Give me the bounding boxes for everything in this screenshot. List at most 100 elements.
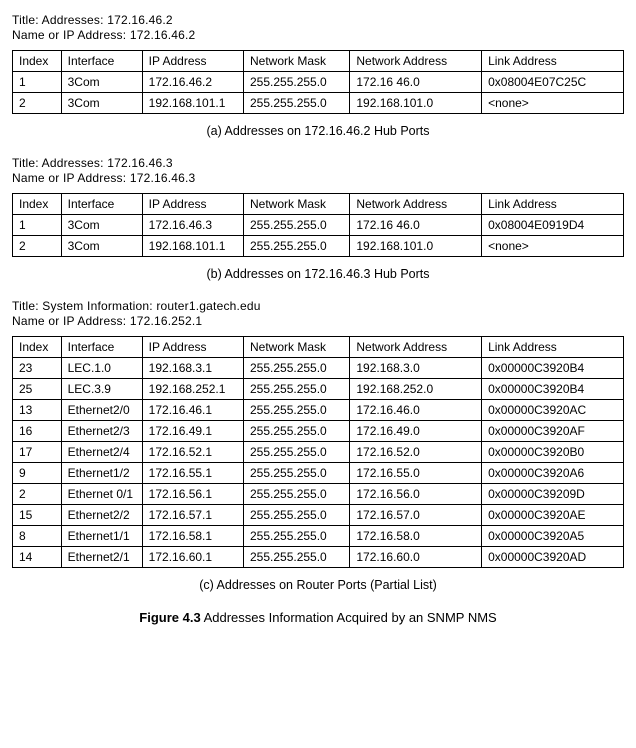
section-c-name: Name or IP Address: 172.16.252.1 [12,314,624,328]
cell: 0x00000C3920AF [482,421,624,442]
cell: 255.255.255.0 [243,400,349,421]
section-a-name: Name or IP Address: 172.16.46.2 [12,28,624,42]
cell: <none> [482,236,624,257]
caption-c: (c) Addresses on Router Ports (Partial L… [12,578,624,592]
cell: 255.255.255.0 [243,236,349,257]
cell: 13 [13,400,62,421]
cell: 192.168.3.1 [142,358,243,379]
cell: 17 [13,442,62,463]
figure-text: Addresses Information Acquired by an SNM… [201,610,497,625]
cell: 172.16.58.1 [142,526,243,547]
cell: 255.255.255.0 [243,379,349,400]
table-header-row: Index Interface IP Address Network Mask … [13,337,624,358]
cell: 0x00000C3920AC [482,400,624,421]
table-row: 2 3Com 192.168.101.1 255.255.255.0 192.1… [13,93,624,114]
table-row: 25LEC.3.9192.168.252.1255.255.255.0192.1… [13,379,624,400]
cell: 255.255.255.0 [243,526,349,547]
col-ip: IP Address [142,51,243,72]
col-link: Link Address [482,337,624,358]
cell: 172.16.55.0 [350,463,482,484]
col-ip: IP Address [142,194,243,215]
cell: 9 [13,463,62,484]
cell: 25 [13,379,62,400]
cell: <none> [482,93,624,114]
cell: 172.16.49.0 [350,421,482,442]
col-index: Index [13,194,62,215]
figure-caption: Figure 4.3 Addresses Information Acquire… [12,610,624,625]
col-net: Network Address [350,194,482,215]
cell: 0x00000C3920AE [482,505,624,526]
section-b-name: Name or IP Address: 172.16.46.3 [12,171,624,185]
cell: 172.16.46.1 [142,400,243,421]
table-row: 1 3Com 172.16.46.2 255.255.255.0 172.16 … [13,72,624,93]
cell: 0x08004E0919D4 [482,215,624,236]
cell: 172.16.46.2 [142,72,243,93]
cell: 0x08004E07C25C [482,72,624,93]
cell: 172.16.56.1 [142,484,243,505]
table-a: Index Interface IP Address Network Mask … [12,50,624,114]
cell: 3Com [61,93,142,114]
cell: 16 [13,421,62,442]
caption-b: (b) Addresses on 172.16.46.3 Hub Ports [12,267,624,281]
table-row: 14Ethernet2/1172.16.60.1255.255.255.0172… [13,547,624,568]
section-a: Title: Addresses: 172.16.46.2 Name or IP… [12,13,624,138]
table-row: 13Ethernet2/0172.16.46.1255.255.255.0172… [13,400,624,421]
col-iface: Interface [61,337,142,358]
section-b: Title: Addresses: 172.16.46.3 Name or IP… [12,156,624,281]
cell: 172.16.49.1 [142,421,243,442]
col-mask: Network Mask [243,51,349,72]
cell: 3Com [61,236,142,257]
cell: 0x00000C3920B4 [482,358,624,379]
col-ip: IP Address [142,337,243,358]
table-b: Index Interface IP Address Network Mask … [12,193,624,257]
table-row: 23LEC.1.0192.168.3.1255.255.255.0192.168… [13,358,624,379]
table-row: 15Ethernet2/2172.16.57.1255.255.255.0172… [13,505,624,526]
cell: 15 [13,505,62,526]
cell: 255.255.255.0 [243,463,349,484]
col-mask: Network Mask [243,194,349,215]
cell: 0x00000C3920A6 [482,463,624,484]
cell: 2 [13,236,62,257]
cell: 255.255.255.0 [243,547,349,568]
figure-label: Figure 4.3 [139,610,200,625]
section-c-title: Title: System Information: router1.gatec… [12,299,624,313]
cell: 255.255.255.0 [243,484,349,505]
cell: 172.16.55.1 [142,463,243,484]
col-link: Link Address [482,194,624,215]
section-c: Title: System Information: router1.gatec… [12,299,624,592]
col-link: Link Address [482,51,624,72]
cell: LEC.3.9 [61,379,142,400]
cell: 0x00000C3920B0 [482,442,624,463]
cell: 192.168.101.1 [142,93,243,114]
cell: Ethernet2/2 [61,505,142,526]
table-row: 16Ethernet2/3172.16.49.1255.255.255.0172… [13,421,624,442]
cell: 3Com [61,72,142,93]
cell: 2 [13,484,62,505]
caption-a: (a) Addresses on 172.16.46.2 Hub Ports [12,124,624,138]
table-c: Index Interface IP Address Network Mask … [12,336,624,568]
cell: 255.255.255.0 [243,72,349,93]
cell: 192.168.252.1 [142,379,243,400]
cell: 255.255.255.0 [243,505,349,526]
cell: 2 [13,93,62,114]
cell: 255.255.255.0 [243,93,349,114]
cell: 192.168.252.0 [350,379,482,400]
cell: 172.16 46.0 [350,72,482,93]
cell: 8 [13,526,62,547]
cell: 192.168.3.0 [350,358,482,379]
cell: 172.16.56.0 [350,484,482,505]
cell: 172.16.52.1 [142,442,243,463]
section-b-title: Title: Addresses: 172.16.46.3 [12,156,624,170]
table-row: 2 3Com 192.168.101.1 255.255.255.0 192.1… [13,236,624,257]
cell: 0x00000C3920AD [482,547,624,568]
table-header-row: Index Interface IP Address Network Mask … [13,194,624,215]
cell: Ethernet2/0 [61,400,142,421]
cell: Ethernet2/1 [61,547,142,568]
col-index: Index [13,51,62,72]
cell: 172.16 46.0 [350,215,482,236]
table-row: 9Ethernet1/2172.16.55.1255.255.255.0172.… [13,463,624,484]
cell: Ethernet2/3 [61,421,142,442]
table-row: 8Ethernet1/1172.16.58.1255.255.255.0172.… [13,526,624,547]
cell: 0x00000C39209D [482,484,624,505]
cell: 255.255.255.0 [243,215,349,236]
